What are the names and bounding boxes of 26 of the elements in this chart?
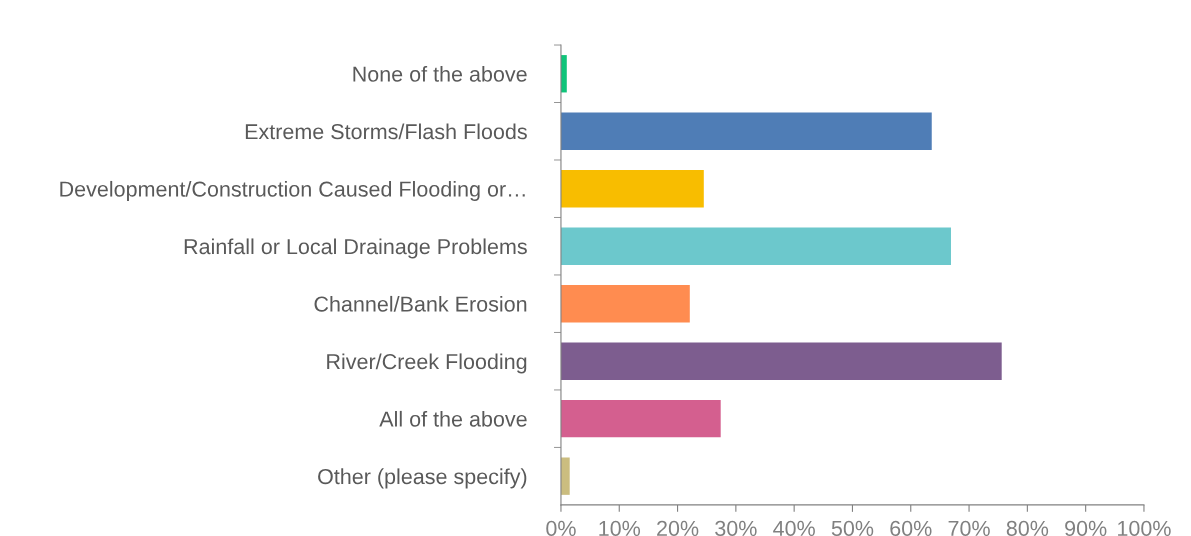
y-tick-label: Channel/Bank Erosion [314, 295, 527, 312]
bar [560, 342, 1002, 380]
bar [560, 400, 721, 438]
bar [560, 285, 690, 323]
y-tick-label: Other (please specify) [318, 468, 527, 489]
x-tick-label: 40% [773, 520, 815, 536]
y-tick-label: Extreme Storms/Flash Floods [245, 123, 527, 140]
y-tick-label: All of the above [379, 410, 527, 427]
x-tick-label: 50% [831, 520, 874, 536]
y-tick-label: River/Creek Flooding [327, 353, 527, 374]
x-tick-label: 80% [1006, 520, 1049, 536]
y-tick-label: Development/Construction Caused Flooding or… [60, 180, 525, 202]
x-tick-label: 0% [546, 520, 576, 536]
x-tick-label: 20% [657, 520, 699, 536]
bar [560, 170, 704, 208]
bar [560, 227, 951, 265]
x-tick-label: 90% [1065, 520, 1107, 536]
x-tick-label: 100% [1118, 520, 1171, 536]
x-tick-label: 70% [948, 520, 990, 536]
x-tick-label: 60% [890, 520, 932, 536]
bar [560, 112, 932, 150]
y-tick-label: None of the above [353, 65, 527, 82]
x-tick-label: 30% [715, 520, 757, 536]
x-tick-label: 10% [599, 520, 641, 536]
y-tick-label: Rainfall or Local Drainage Problems [184, 238, 527, 259]
bar [560, 457, 570, 495]
